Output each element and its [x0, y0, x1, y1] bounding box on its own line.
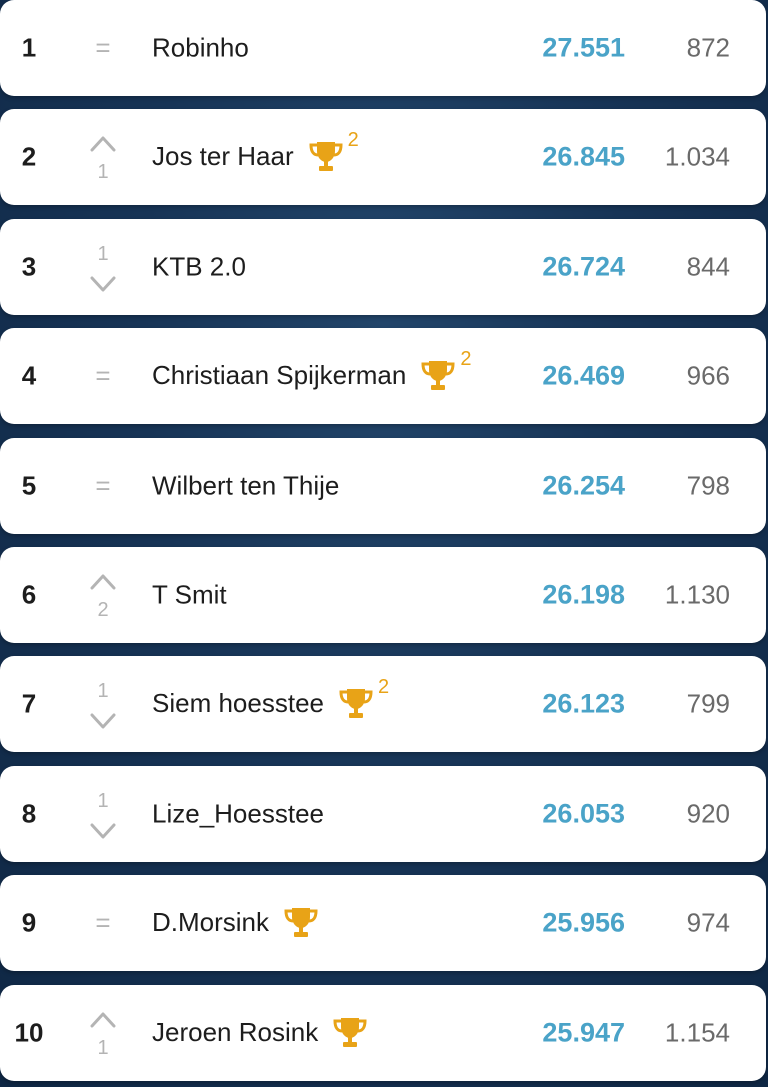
- player-name-container: D.Morsink: [152, 907, 319, 939]
- ranking-row-8[interactable]: 8 1 Lize_Hoesstee 26.053 920: [0, 765, 766, 862]
- chevron-down-icon: [90, 276, 116, 292]
- unchanged-symbol: =: [95, 907, 111, 938]
- unchanged-symbol: =: [95, 32, 111, 63]
- player-name-container: Siem hoesstee 2: [152, 676, 389, 720]
- player-name: Robinho: [152, 32, 249, 63]
- trophy-icon: 2: [338, 676, 389, 720]
- rank-movement: =: [72, 328, 134, 424]
- movement-value: 1: [97, 1036, 109, 1059]
- rank-movement: =: [72, 438, 134, 534]
- player-points: 26.053: [542, 798, 625, 829]
- player-name: D.Morsink: [152, 907, 270, 938]
- rank-number: 3: [21, 251, 37, 282]
- rank-movement: 2: [72, 547, 134, 643]
- player-count: 966: [686, 360, 730, 391]
- rank-movement: =: [72, 0, 134, 96]
- player-points: 27.551: [542, 32, 625, 63]
- ranking-row-2[interactable]: 2 1 Jos ter Haar 2 26.845 1.034: [0, 109, 766, 206]
- player-count: 1.034: [664, 141, 730, 172]
- player-name-container: Jeroen Rosink: [152, 1017, 368, 1049]
- player-count: 920: [686, 798, 730, 829]
- movement-value: 2: [97, 599, 109, 621]
- player-points: 25.956: [542, 907, 625, 938]
- chevron-up-icon: [90, 574, 116, 590]
- player-points: 25.947: [542, 1017, 625, 1048]
- ranking-row-10[interactable]: 10 1 Jeroen Rosink 25.947 1.154: [0, 984, 766, 1081]
- player-name: Jeroen Rosink: [152, 1016, 319, 1047]
- player-count: 1.130: [664, 579, 730, 610]
- chevron-up-icon: [90, 136, 116, 152]
- player-points: 26.198: [542, 579, 625, 610]
- rank-number: 5: [21, 470, 37, 501]
- rank-movement: 1: [72, 766, 134, 862]
- ranking-row-9[interactable]: 9 = D.Morsink 25.956 974: [0, 875, 766, 972]
- rank-movement: 1: [72, 219, 134, 315]
- player-name: T Smit: [152, 579, 227, 610]
- chevron-up-icon: [90, 1012, 116, 1028]
- trophy-icon: [283, 905, 319, 939]
- player-count: 872: [686, 32, 730, 63]
- player-points: 26.845: [542, 141, 625, 172]
- rank-movement: 1: [72, 656, 134, 752]
- unchanged-symbol: =: [95, 360, 111, 391]
- chevron-down-icon: [90, 713, 116, 729]
- player-name-container: Wilbert ten Thije: [152, 470, 339, 501]
- rank-number: 6: [21, 579, 37, 610]
- player-count: 799: [686, 688, 730, 719]
- player-name: KTB 2.0: [152, 251, 246, 282]
- movement-value: 1: [97, 789, 109, 812]
- rank-movement: 1: [72, 109, 134, 205]
- trophy-count: 2: [347, 129, 359, 152]
- ranking-row-1[interactable]: 1 = Robinho 27.551 872: [0, 0, 766, 96]
- player-points: 26.254: [542, 470, 625, 501]
- ranking-row-6[interactable]: 6 2 T Smit 26.198 1.130: [0, 547, 766, 643]
- ranking-row-5[interactable]: 5 = Wilbert ten Thije 26.254 798: [0, 437, 766, 534]
- rank-number: 1: [21, 32, 37, 63]
- player-count: 974: [686, 907, 730, 938]
- player-count: 1.154: [664, 1017, 730, 1048]
- rank-number: 8: [21, 798, 37, 829]
- player-name: Wilbert ten Thije: [152, 470, 340, 501]
- player-name: Jos ter Haar: [152, 141, 294, 172]
- player-points: 26.724: [542, 251, 625, 282]
- player-name: Lize_Hoesstee: [152, 798, 324, 829]
- player-name: Christiaan Spijkerman: [152, 360, 407, 391]
- player-name-container: T Smit: [152, 580, 227, 611]
- player-name: Siem hoesstee: [152, 688, 324, 719]
- player-name-container: Lize_Hoesstee: [152, 798, 324, 829]
- rank-movement: 1: [72, 985, 134, 1081]
- rank-number: 10: [14, 1017, 44, 1048]
- player-name-container: KTB 2.0: [152, 251, 246, 282]
- player-name-container: Christiaan Spijkerman 2: [152, 348, 471, 392]
- rank-movement: =: [72, 875, 134, 971]
- ranking-row-7[interactable]: 7 1 Siem hoesstee 2 26.123 799: [0, 656, 766, 753]
- player-name-container: Robinho: [152, 33, 249, 64]
- rank-number: 9: [21, 907, 37, 938]
- player-points: 26.123: [542, 688, 625, 719]
- trophy-icon: 2: [308, 129, 359, 173]
- movement-value: 1: [97, 680, 109, 703]
- movement-value: 1: [97, 161, 109, 184]
- rank-number: 7: [21, 688, 37, 719]
- player-points: 26.469: [542, 360, 625, 391]
- trophy-icon: [332, 1015, 368, 1049]
- player-name-container: Jos ter Haar 2: [152, 129, 359, 173]
- chevron-down-icon: [90, 823, 116, 839]
- rank-number: 4: [21, 360, 37, 391]
- ranking-row-3[interactable]: 3 1 KTB 2.0 26.724 844: [0, 218, 766, 315]
- trophy-count: 2: [377, 676, 390, 699]
- player-count: 844: [686, 251, 730, 282]
- unchanged-symbol: =: [95, 470, 111, 501]
- movement-value: 1: [97, 242, 109, 265]
- ranking-row-4[interactable]: 4 = Christiaan Spijkerman 2 26.469 966: [0, 328, 766, 425]
- trophy-icon: 2: [420, 348, 471, 392]
- trophy-count: 2: [460, 348, 472, 371]
- player-count: 798: [686, 470, 730, 501]
- rank-number: 2: [21, 141, 37, 172]
